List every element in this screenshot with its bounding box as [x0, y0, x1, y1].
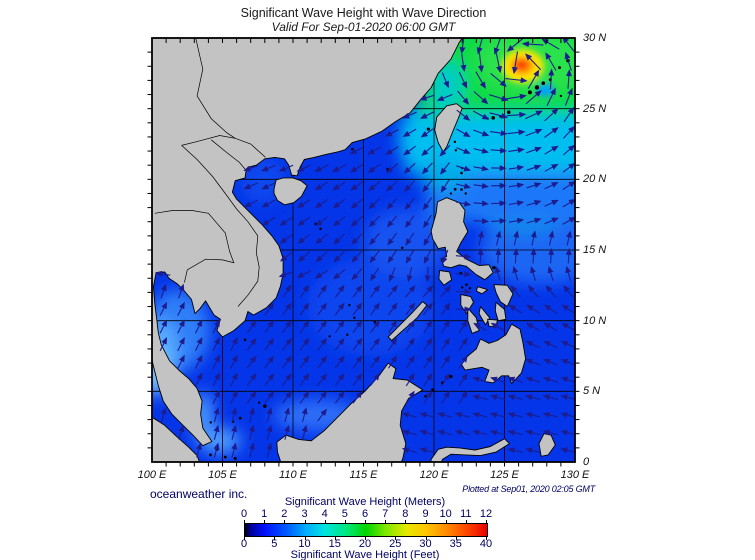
feet-tick-label: 0	[240, 538, 248, 550]
meters-tick-label: 11	[460, 508, 472, 520]
meters-tick-label: 2	[281, 508, 288, 520]
feet-tick-label: 20	[358, 538, 372, 550]
meters-tick-mark	[405, 520, 407, 523]
x-axis-label: 115 E	[349, 469, 378, 481]
feet-tick-mark	[274, 537, 276, 540]
legend-feet-title: Significant Wave Height (Feet)	[290, 549, 440, 560]
meters-tick-mark	[445, 520, 447, 523]
meters-tick-label: 3	[301, 508, 308, 520]
meters-tick-label: 6	[361, 508, 369, 520]
feet-tick-mark	[425, 537, 427, 540]
chart-subtitle: Valid For Sep-01-2020 06:00 GMT	[271, 20, 456, 34]
meters-tick-label: 9	[422, 508, 429, 520]
typhoon-peak	[515, 59, 528, 70]
chart-title: Significant Wave Height with Wave Direct…	[240, 6, 487, 20]
x-axis-label: 120 E	[419, 469, 449, 481]
feet-tick-mark	[334, 537, 336, 540]
meters-tick-mark	[344, 520, 346, 523]
wave-direction-arrows	[154, 38, 575, 458]
y-axis-label: 20 N	[583, 173, 607, 186]
feet-tick-label: 40	[479, 538, 493, 550]
frame-ticks	[147, 38, 580, 467]
x-axis-label: 110 E	[279, 469, 307, 481]
feet-tick-label: 25	[389, 538, 402, 550]
y-axis-label: 10 N	[583, 314, 607, 327]
map-root	[152, 38, 575, 462]
x-axis-label: 105 E	[208, 469, 237, 481]
x-axis-label: 100 E	[137, 469, 167, 481]
country-borders	[154, 38, 266, 307]
x-axis-label: 130 E	[560, 469, 590, 481]
colorbar-gradient	[244, 523, 488, 537]
meters-tick-mark	[425, 520, 427, 523]
y-axis-label: 25 N	[583, 102, 607, 115]
y-axis-label: 30 N	[583, 32, 607, 44]
plotted-timestamp: Plotted at Sep01, 2020 02:05 GMT	[462, 484, 595, 494]
y-axis-label: 5 N	[583, 385, 601, 398]
meters-tick-mark	[465, 520, 467, 523]
meters-tick-label: 0	[240, 508, 248, 520]
feet-tick-mark	[244, 537, 245, 540]
meters-tick-label: 5	[341, 508, 348, 520]
feet-tick-mark	[455, 537, 457, 540]
feet-tick-mark	[395, 537, 397, 540]
credit-text: oceanweather inc.	[150, 487, 248, 501]
feet-tick-mark	[304, 537, 306, 540]
y-axis-label: 0	[583, 456, 590, 468]
x-axis-label: 125 E	[490, 469, 519, 481]
landmasses	[152, 38, 556, 462]
meters-tick-label: 10	[439, 508, 452, 520]
meters-tick-mark	[304, 520, 306, 523]
meters-tick-label: 1	[261, 508, 268, 520]
meters-tick-mark	[365, 520, 366, 523]
meters-tick-label: 7	[382, 508, 389, 520]
feet-tick-mark	[486, 537, 487, 540]
feet-tick-label: 5	[271, 538, 278, 550]
meters-tick-mark	[264, 520, 266, 523]
meters-tick-mark	[324, 520, 326, 523]
feet-tick-label: 30	[419, 538, 432, 550]
meters-tick-label: 8	[402, 508, 409, 520]
meters-tick-mark	[244, 520, 245, 523]
meters-tick-mark	[385, 520, 387, 523]
meters-tick-label: 4	[321, 508, 328, 520]
legend-meters-title: Significant Wave Height (Meters)	[284, 496, 446, 508]
feet-tick-label: 35	[449, 538, 462, 550]
y-axis-label: 15 N	[583, 244, 607, 256]
meters-tick-label: 12	[479, 508, 493, 520]
meters-tick-mark	[486, 520, 487, 523]
meters-tick-mark	[284, 520, 286, 523]
feet-tick-label: 15	[328, 538, 341, 550]
feet-tick-label: 10	[298, 538, 311, 550]
feet-tick-mark	[365, 537, 366, 540]
